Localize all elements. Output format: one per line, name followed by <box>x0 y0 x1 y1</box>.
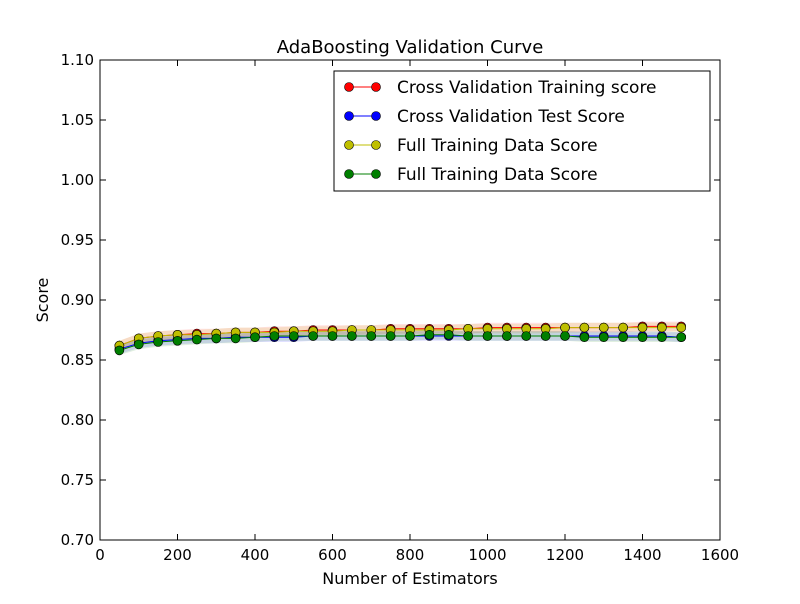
legend-marker-right-2 <box>371 140 381 150</box>
legend-label-2: Full Training Data Score <box>397 136 598 156</box>
point-series-3-22 <box>540 331 551 341</box>
point-series-3-17 <box>443 329 454 340</box>
legend-marker-left-0 <box>344 82 354 92</box>
point-series-2-25 <box>598 322 609 333</box>
point-series-3-16 <box>424 329 435 340</box>
point-series-2-26 <box>618 322 628 333</box>
point-series-3-21 <box>521 331 532 341</box>
y-tick-label-0: 0.70 <box>61 531 94 549</box>
legend-frame <box>333 70 711 192</box>
legend: Cross Validation Training score Cross Val… <box>333 70 711 192</box>
x-axis-label: Number of Estimators <box>322 569 497 588</box>
axis-ticks: 0 200 400 600 800 1000 1200 1400 1600 0.70 0.75 0.8… <box>61 51 740 564</box>
point-series-3-24 <box>579 332 590 343</box>
legend-marker-left-3 <box>344 169 354 179</box>
y-tick-label-7: 1.05 <box>61 111 94 129</box>
point-series-3-9 <box>288 331 299 341</box>
x-tick-label-6: 1200 <box>546 546 584 564</box>
point-series-3-14 <box>385 331 396 341</box>
point-series-3-29 <box>676 332 687 343</box>
point-series-3-6 <box>230 333 241 344</box>
point-series-3-5 <box>211 333 222 344</box>
y-tick-label-8: 1.10 <box>61 51 94 69</box>
point-series-3-4 <box>192 334 202 345</box>
point-series-3-7 <box>250 332 260 343</box>
point-series-3-3 <box>172 335 183 346</box>
legend-label-0: Cross Validation Training score <box>397 78 657 98</box>
point-series-2-29 <box>676 322 687 333</box>
x-tick-label-0: 0 <box>95 546 105 564</box>
y-tick-label-5: 0.95 <box>61 231 94 249</box>
legend-marker-left-2 <box>344 140 354 150</box>
point-series-3-28 <box>657 332 667 343</box>
point-series-3-10 <box>308 331 318 341</box>
point-series-3-27 <box>637 332 648 343</box>
point-series-3-1 <box>133 339 144 350</box>
chart-title: AdaBoosting Validation Curve <box>277 37 544 58</box>
point-series-3-18 <box>463 331 473 341</box>
legend-marker-right-3 <box>371 169 381 179</box>
x-tick-label-5: 1000 <box>468 546 506 564</box>
point-series-3-26 <box>618 332 628 343</box>
x-tick-label-8: 1600 <box>701 546 739 564</box>
point-series-3-12 <box>347 331 357 341</box>
y-axis-label: Score <box>33 278 52 323</box>
legend-marker-right-1 <box>371 111 381 121</box>
y-tick-label-4: 0.90 <box>61 291 94 309</box>
point-series-3-20 <box>502 331 512 341</box>
point-series-3-2 <box>153 337 163 347</box>
legend-label-1: Cross Validation Test Score <box>397 107 625 127</box>
point-series-3-11 <box>327 331 338 341</box>
legend-label-3: Full Training Data Score <box>397 165 598 185</box>
point-series-3-25 <box>598 332 609 343</box>
point-series-2-28 <box>657 322 667 333</box>
x-tick-label-3: 600 <box>318 546 347 564</box>
point-series-2-24 <box>579 322 590 333</box>
x-tick-label-2: 400 <box>241 546 270 564</box>
y-tick-label-1: 0.75 <box>61 471 94 489</box>
point-series-3-0 <box>114 345 125 356</box>
band-series-2 <box>119 322 682 351</box>
legend-marker-right-0 <box>371 82 381 92</box>
x-tick-label-7: 1400 <box>623 546 661 564</box>
y-tick-label-2: 0.80 <box>61 411 94 429</box>
y-tick-label-6: 1.00 <box>61 171 94 189</box>
point-series-3-19 <box>482 331 493 341</box>
point-series-3-15 <box>405 331 415 341</box>
legend-marker-left-1 <box>344 111 354 121</box>
point-series-3-13 <box>366 331 377 341</box>
y-tick-label-3: 0.85 <box>61 351 94 369</box>
x-tick-label-1: 200 <box>163 546 192 564</box>
point-series-2-23 <box>560 322 570 333</box>
point-series-3-23 <box>560 331 570 341</box>
point-series-3-8 <box>269 331 280 341</box>
x-tick-label-4: 800 <box>396 546 425 564</box>
point-series-2-27 <box>637 322 648 333</box>
series-points <box>114 321 687 356</box>
